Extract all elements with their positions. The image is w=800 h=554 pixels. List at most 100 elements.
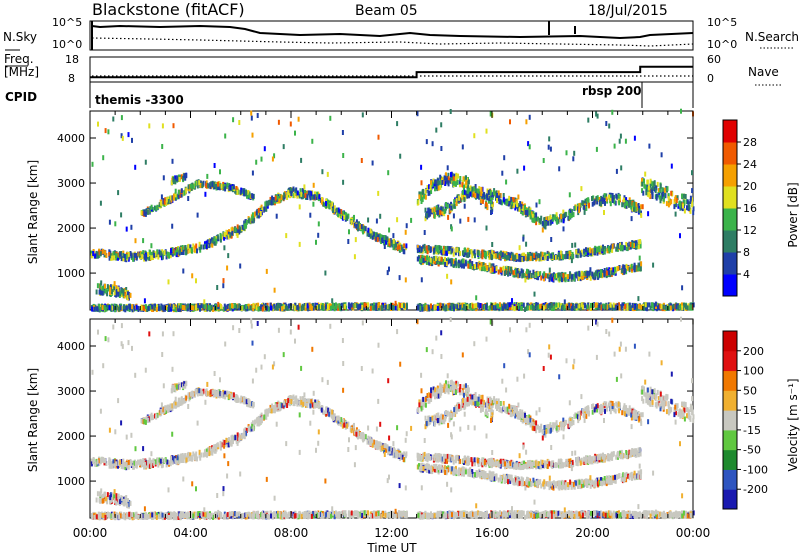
power-point xyxy=(379,213,382,219)
power-point xyxy=(681,302,683,308)
power-point xyxy=(125,305,128,311)
power-point xyxy=(381,235,384,240)
power-point xyxy=(570,258,573,264)
power-point xyxy=(621,302,624,308)
power-point xyxy=(115,289,118,295)
power-point xyxy=(526,305,529,311)
power-point xyxy=(184,175,187,181)
power-point xyxy=(497,196,500,201)
power-point xyxy=(353,254,356,260)
power-point xyxy=(646,302,649,308)
power-point xyxy=(252,193,255,199)
power-point xyxy=(277,302,279,308)
power-point xyxy=(177,303,179,309)
power-point xyxy=(243,191,246,197)
power-point xyxy=(292,193,295,199)
power-point xyxy=(439,174,442,180)
power-point xyxy=(171,247,174,253)
power-point xyxy=(659,183,662,189)
power-point xyxy=(541,220,544,226)
power-point xyxy=(265,206,268,212)
power-point xyxy=(434,207,437,213)
power-point xyxy=(655,195,658,201)
beam-label: Beam 05 xyxy=(355,3,418,19)
power-point xyxy=(175,252,178,258)
power-point xyxy=(113,290,116,296)
power-point xyxy=(605,270,608,276)
power-point xyxy=(683,199,686,205)
power-point xyxy=(374,235,377,241)
power-point xyxy=(404,229,407,235)
power-point xyxy=(474,188,477,194)
power-point xyxy=(191,273,194,279)
power-point xyxy=(477,193,480,199)
power-point xyxy=(518,206,521,212)
power-point xyxy=(189,244,192,250)
power-point xyxy=(562,214,565,220)
power-point xyxy=(501,170,504,176)
power-point xyxy=(288,303,290,309)
power-point xyxy=(195,278,197,284)
power-point xyxy=(578,303,581,309)
power-point xyxy=(629,244,632,250)
power-point xyxy=(438,248,441,254)
power-point xyxy=(187,196,190,201)
power-point xyxy=(460,196,463,202)
power-point xyxy=(148,123,151,129)
power-point xyxy=(300,191,303,197)
power-point xyxy=(579,252,582,258)
power-point xyxy=(510,266,512,272)
power-point xyxy=(509,119,511,125)
power-point xyxy=(107,129,110,135)
power-point xyxy=(316,191,319,197)
power-point xyxy=(554,274,556,279)
power-point xyxy=(619,246,622,252)
power-point xyxy=(596,199,599,205)
power-point xyxy=(124,256,127,262)
power-point xyxy=(369,228,372,234)
power-point xyxy=(320,199,323,205)
power-point xyxy=(118,306,121,312)
power-point xyxy=(307,190,310,196)
power-point xyxy=(298,204,301,210)
power-point xyxy=(635,206,638,212)
power-point xyxy=(147,252,150,257)
power-point xyxy=(673,204,676,210)
power-point xyxy=(523,252,526,258)
cpid-segment-1: themis -3300 xyxy=(95,93,184,107)
power-point xyxy=(402,249,405,254)
power-point xyxy=(313,194,316,200)
power-colorbar-tick-label: 16 xyxy=(743,202,757,215)
velocity-panel-frame xyxy=(89,318,694,519)
power-colorbar-swatch xyxy=(723,164,737,187)
power-point xyxy=(591,271,594,277)
power-point xyxy=(127,256,130,262)
power-point xyxy=(391,305,394,310)
power-point xyxy=(252,306,255,312)
power-point xyxy=(361,302,364,308)
power-point xyxy=(514,197,517,203)
power-point xyxy=(674,196,677,202)
power-point xyxy=(592,195,595,201)
power-point xyxy=(194,181,197,187)
power-point xyxy=(507,271,509,277)
power-point xyxy=(164,249,167,255)
power-point xyxy=(421,306,424,312)
power-point xyxy=(577,248,580,254)
power-point xyxy=(466,247,469,253)
power-point xyxy=(211,181,214,187)
power-point xyxy=(213,163,216,168)
power-scatter xyxy=(90,108,695,313)
power-point xyxy=(635,242,638,248)
power-point xyxy=(533,305,536,311)
power-point xyxy=(227,253,230,259)
power-xticks xyxy=(89,111,694,310)
power-point xyxy=(605,193,608,199)
power-point xyxy=(148,255,151,261)
power-point xyxy=(445,177,448,183)
power-point xyxy=(177,307,180,312)
power-point xyxy=(124,254,127,259)
power-point xyxy=(352,303,355,309)
power-point xyxy=(535,202,538,208)
power-point xyxy=(477,188,480,194)
